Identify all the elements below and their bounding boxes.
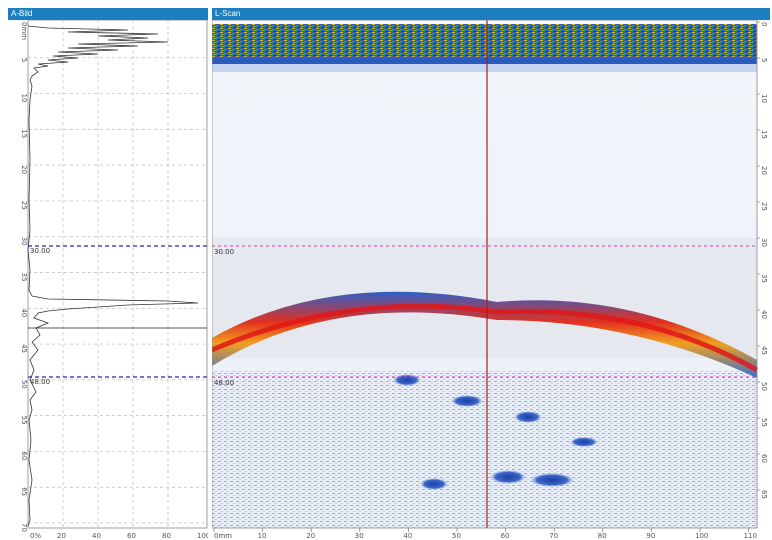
- lscan-depth-tick: 35: [760, 274, 768, 283]
- lscan-x-tick: 110: [744, 532, 757, 540]
- ascan-depth-tick: 50: [20, 380, 28, 389]
- ascan-depth-tick: 65: [20, 487, 28, 496]
- lscan-depth-tick: 15: [760, 130, 768, 139]
- ascan-depth-tick: 40: [20, 308, 28, 317]
- ascan-plot[interactable]: 0mm 5 10 15 20 25 30 35 40 45 50 55 60 65 70 30.00 48.…: [8, 20, 208, 540]
- lscan-depth-tick: 30: [760, 238, 768, 247]
- lscan-title: L-Scan: [212, 8, 770, 20]
- lscan-x-tick: 100: [695, 532, 708, 540]
- lscan-x-tick: 10: [258, 532, 267, 540]
- ascan-depth-tick: 70: [20, 523, 28, 532]
- lscan-gate-bottom-label: 48.00: [214, 379, 234, 387]
- ascan-depth-tick: 20: [20, 165, 28, 174]
- lscan-depth-tick: 60: [760, 454, 768, 463]
- lscan-depth-tick: 5: [760, 58, 768, 62]
- ascan-amplitude-tick: 0%: [30, 532, 41, 540]
- lscan-depth-tick: 40: [760, 310, 768, 319]
- ascan-gate-bottom-label: 48.00: [30, 378, 50, 386]
- lscan-image[interactable]: 30.00 48.00 0mm 10 20 30 40 50 60 70 80 90 100 110 …: [212, 20, 770, 540]
- lscan-depth-tick: 25: [760, 202, 768, 211]
- ascan-panel: A-Bild 0mm 5 10 15 20 25 30 35 40 45 50 55 60 65 70 30…: [8, 8, 208, 540]
- ascan-amplitude-tick: 60: [127, 532, 136, 540]
- ascan-gate-top-label: 30.00: [30, 247, 50, 255]
- surface-reflection: [212, 24, 757, 62]
- lscan-depth-tick: 55: [760, 418, 768, 427]
- lscan-x-tick: 50: [452, 532, 461, 540]
- ascan-depth-tick: 30: [20, 237, 28, 246]
- lscan-depth-tick: 0: [760, 22, 768, 26]
- ascan-depth-tick: 5: [20, 58, 28, 62]
- lscan-depth-tick: 50: [760, 382, 768, 391]
- ascan-amplitude-tick: 100: [197, 532, 208, 540]
- lscan-x-tick: 70: [549, 532, 558, 540]
- ascan-amplitude-tick: 40: [92, 532, 101, 540]
- indications: [393, 374, 598, 490]
- ascan-depth-tick: 45: [20, 344, 28, 353]
- lscan-gate-top-label: 30.00: [214, 248, 234, 256]
- lscan-panel: L-Scan: [212, 8, 772, 540]
- lscan-x-tick: 80: [598, 532, 607, 540]
- lscan-x-tick: 30: [355, 532, 364, 540]
- ascan-depth-tick: 35: [20, 273, 28, 282]
- ascan-depth-tick: 60: [20, 451, 28, 460]
- lscan-depth-tick: 20: [760, 166, 768, 175]
- lscan-x-tick: 60: [501, 532, 510, 540]
- ascan-depth-tick: 25: [20, 201, 28, 210]
- lscan-x-tick: 40: [403, 532, 412, 540]
- lscan-x-tick: 20: [306, 532, 315, 540]
- lscan-depth-tick: 45: [760, 346, 768, 355]
- lscan-depth-tick: 10: [760, 94, 768, 103]
- ascan-echo-signal: [27, 25, 199, 527]
- ascan-amplitude-tick: 80: [162, 532, 171, 540]
- lscan-depth-tick: 65: [760, 490, 768, 499]
- lscan-x-tick: 90: [646, 532, 655, 540]
- ascan-title: A-Bild: [8, 8, 208, 20]
- ascan-depth-tick: 15: [20, 129, 28, 138]
- ascan-amplitude-tick: 20: [57, 532, 66, 540]
- lscan-x-tick: 0mm: [214, 532, 232, 540]
- ascan-depth-tick: 55: [20, 416, 28, 425]
- ascan-depth-tick: 10: [20, 94, 28, 103]
- ascan-depth-tick: 0mm: [20, 22, 28, 40]
